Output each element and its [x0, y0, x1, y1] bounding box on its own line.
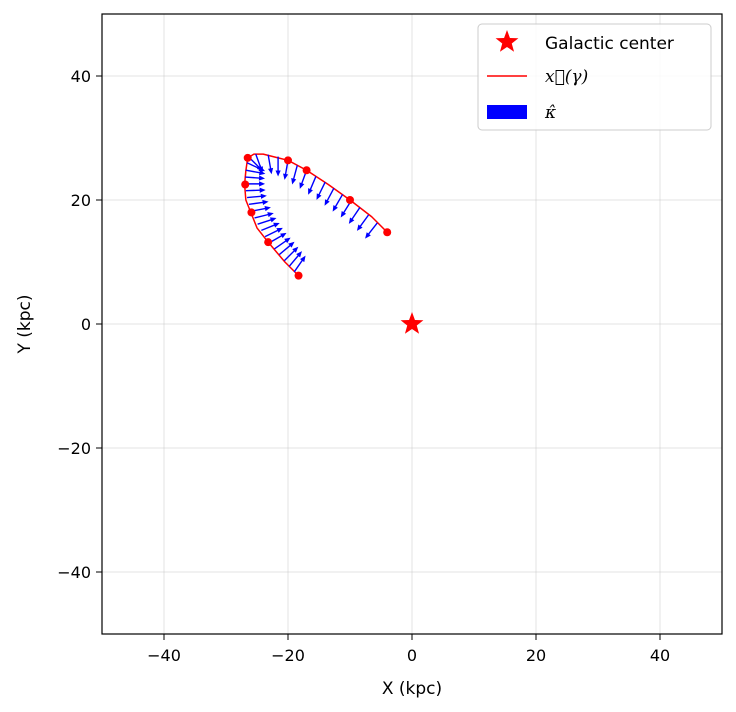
trajectory-point	[294, 271, 303, 280]
kappa-vector-arrow	[245, 181, 266, 187]
legend-star-marker	[495, 30, 519, 52]
kappa-vector-arrow	[269, 232, 287, 244]
y-tick-label: −20	[57, 439, 91, 458]
legend-label-galactic-center: Galactic center	[545, 34, 674, 54]
galactic-center-layer	[400, 312, 424, 334]
y-axis-label: Y (kpc)	[15, 294, 35, 354]
kappa-vector-arrow	[316, 181, 326, 200]
kappa-vector-arrow	[261, 222, 280, 232]
x-axis-label: X (kpc)	[382, 679, 442, 699]
trajectory-point	[302, 166, 311, 175]
trajectory-point	[383, 228, 392, 237]
kappa-vector-arrow	[245, 187, 266, 193]
kappa-vector-arrow	[275, 156, 281, 177]
kappa-vector-arrow	[356, 214, 370, 231]
kappa-vector-arrow	[293, 255, 306, 273]
x-tick-label: −20	[271, 646, 305, 665]
x-tick-label: 20	[526, 646, 546, 665]
kappa-vector-arrow	[299, 170, 308, 189]
trajectory-points-layer	[241, 153, 392, 280]
kappa-vector-arrow	[308, 176, 317, 195]
kappa-vector-arrow	[365, 222, 378, 239]
kappa-vector-arrow	[348, 207, 361, 224]
trajectory-point	[247, 208, 256, 217]
kappa-vector-arrow	[251, 205, 271, 212]
kappa-vector-arrow	[288, 251, 302, 267]
legend-box	[477, 23, 712, 131]
kappa-vector-arrow	[324, 187, 335, 206]
kappa-vector-arrow	[267, 154, 274, 175]
y-tick-label: 0	[81, 315, 91, 334]
y-tick-label: 40	[71, 67, 91, 86]
trajectory-point	[346, 196, 354, 204]
kappa-vector-arrow	[245, 175, 266, 181]
galactic-center-star	[400, 312, 424, 334]
kappa-vector-arrow	[255, 153, 263, 173]
trajectory-point	[241, 180, 250, 189]
kappa-vectors-layer	[245, 153, 378, 273]
kappa-vector-arrow	[291, 165, 298, 185]
legend-patch-marker	[487, 105, 527, 119]
legend-label-kappa: κ̂	[544, 103, 556, 123]
y-tick-label: 20	[71, 191, 91, 210]
trajectory-point	[264, 238, 273, 247]
kappa-vector-arrow	[257, 217, 277, 225]
y-tick-label: −40	[57, 563, 91, 582]
kappa-vector-arrow	[283, 160, 289, 180]
kappa-vector-arrow	[332, 194, 344, 212]
axis-ticks: −40 −20 0 20 40 −40 −20 0 20 40	[57, 67, 670, 665]
kappa-vector-arrow	[264, 227, 283, 238]
legend-label-trajectory: x⃗(γ)	[545, 67, 588, 87]
x-tick-label: 0	[407, 646, 417, 665]
x-tick-label: −40	[147, 646, 181, 665]
trajectory-point	[243, 153, 252, 162]
x-tick-label: 40	[650, 646, 670, 665]
kappa-vector-arrow	[283, 246, 299, 262]
kappa-vector-arrow	[254, 212, 274, 219]
trajectory-point	[284, 156, 292, 165]
legend: Galactic center x⃗(γ) κ̂	[477, 23, 712, 131]
kappa-vector-arrow	[247, 193, 267, 199]
kappa-vector-arrow	[248, 199, 269, 206]
kappa-vector-arrow	[278, 241, 295, 256]
kappa-vector-arrow	[340, 200, 352, 218]
kappa-vector-arrow	[273, 237, 291, 250]
